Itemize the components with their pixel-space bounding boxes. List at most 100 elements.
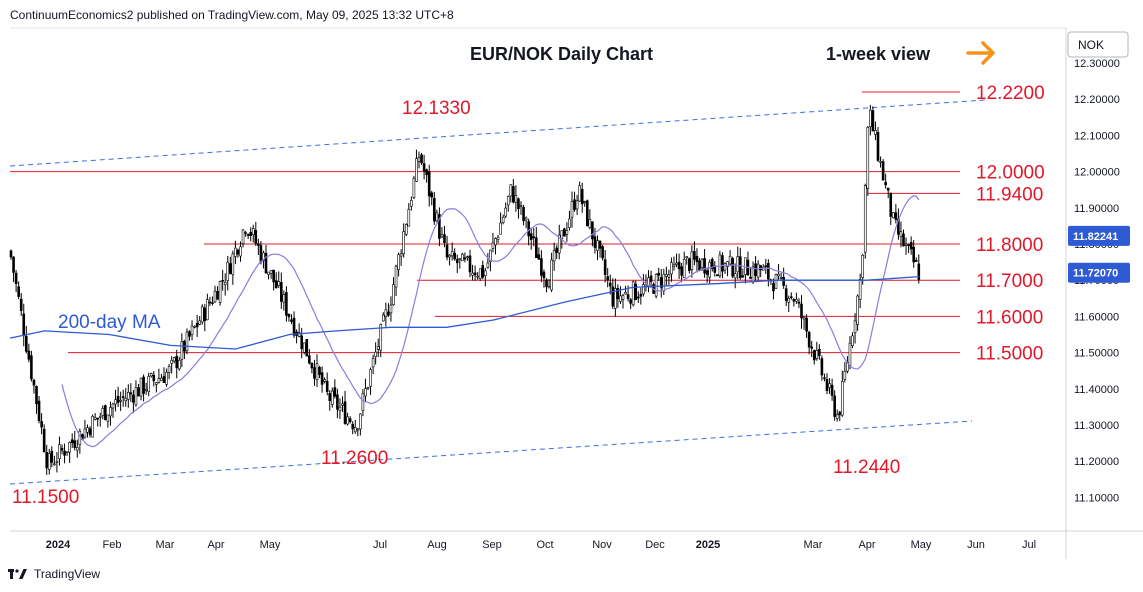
candle-body <box>529 233 533 240</box>
candle-body <box>659 277 663 288</box>
x-tick-label: Jul <box>373 539 387 551</box>
candle-body <box>563 228 566 237</box>
candle-body <box>738 256 742 278</box>
candle-body <box>277 281 281 286</box>
candle-body <box>629 299 632 304</box>
candle-body <box>514 195 518 203</box>
candle-body <box>55 460 59 463</box>
candle-body <box>899 231 903 238</box>
candle-body <box>162 376 166 383</box>
candle-body <box>524 217 528 221</box>
candle-body <box>909 242 913 250</box>
candle-body <box>461 253 464 262</box>
currency-label: NOK <box>1078 38 1104 52</box>
candle-body <box>37 400 41 421</box>
candle-body <box>789 296 793 299</box>
candle-body <box>254 230 258 244</box>
candle-body <box>545 279 548 288</box>
candle-body <box>32 379 36 386</box>
candle-body <box>540 258 543 276</box>
x-tick-label: Sep <box>482 539 502 551</box>
arrow-right-icon <box>966 41 995 65</box>
candle-body <box>693 251 696 260</box>
candle-body <box>596 240 599 251</box>
candle-body <box>17 286 20 297</box>
candle-body <box>223 282 227 286</box>
candle-body <box>364 388 367 397</box>
candle-body <box>677 261 681 270</box>
candle-body <box>861 254 865 279</box>
candle-body <box>160 377 163 381</box>
candle-body <box>695 255 699 263</box>
candle-body <box>716 274 719 277</box>
candle-body <box>12 256 15 273</box>
candle-body <box>575 200 579 210</box>
candle-body <box>879 161 882 163</box>
candle-body <box>585 200 589 227</box>
candle-body <box>178 359 181 370</box>
candle-body <box>121 396 125 398</box>
candle-body <box>45 452 49 469</box>
candle-body <box>680 266 683 276</box>
candle-body <box>157 378 161 383</box>
candle-body <box>292 317 296 336</box>
candle-body <box>353 427 357 433</box>
candle-body <box>417 157 421 162</box>
candle-body <box>874 129 877 135</box>
candlestick-chart: NOK 12.30000 12.20000 12.10000 12.00000 11.90… <box>9 27 1143 559</box>
candle-body <box>478 268 482 280</box>
candle-body <box>687 258 691 271</box>
y-tick-label: 11.40000 <box>1074 384 1119 396</box>
price-tag-label: 11.72070 <box>1073 268 1118 280</box>
candle-body <box>723 263 727 271</box>
candle-body <box>772 282 775 292</box>
x-tick-label: Feb <box>103 539 122 551</box>
candle-body <box>458 258 462 260</box>
candle-body <box>203 307 207 321</box>
candle-body <box>797 301 801 304</box>
candle-body <box>593 236 597 248</box>
candle-body <box>807 332 811 348</box>
candle-body <box>305 339 309 357</box>
y-tick-label: 11.90000 <box>1074 203 1119 215</box>
candle-body <box>486 262 490 268</box>
candle-body <box>234 247 237 257</box>
candle-body <box>65 451 69 454</box>
candle-body <box>621 295 625 300</box>
candle-body <box>302 342 306 353</box>
candle-body <box>371 358 375 368</box>
candle-body <box>473 272 477 276</box>
candle-body <box>448 254 451 258</box>
candle-body <box>109 407 112 417</box>
fast-moving-average-line <box>61 195 920 448</box>
candle-body <box>685 256 689 259</box>
price-tag-box <box>1068 225 1130 246</box>
candle-body <box>616 288 620 300</box>
candle-body <box>749 276 752 279</box>
candle-body <box>190 325 194 335</box>
level-label: 11.9400 <box>976 184 1043 205</box>
candle-body <box>501 216 505 223</box>
candle-body <box>394 265 398 288</box>
candle-body <box>397 254 400 271</box>
candle-body <box>810 346 814 349</box>
candle-body <box>741 275 745 278</box>
candle-body <box>573 199 576 210</box>
candle-body <box>381 314 385 322</box>
candle-body <box>838 411 842 416</box>
candle-body <box>58 444 61 459</box>
footer-brand: TradingView <box>34 567 101 581</box>
candle-body <box>504 207 508 217</box>
candle-body <box>244 232 247 234</box>
candle-body <box>840 381 844 416</box>
candle-body <box>682 259 686 279</box>
tradingview-footer[interactable]: TradingView <box>8 567 100 581</box>
candle-body <box>249 232 252 237</box>
candle-body <box>665 274 668 277</box>
candle-body <box>733 273 737 279</box>
candle-body <box>818 348 821 357</box>
candle-body <box>886 187 890 191</box>
candle-body <box>657 272 661 276</box>
candle-body <box>338 406 342 412</box>
candle-body <box>453 252 457 260</box>
